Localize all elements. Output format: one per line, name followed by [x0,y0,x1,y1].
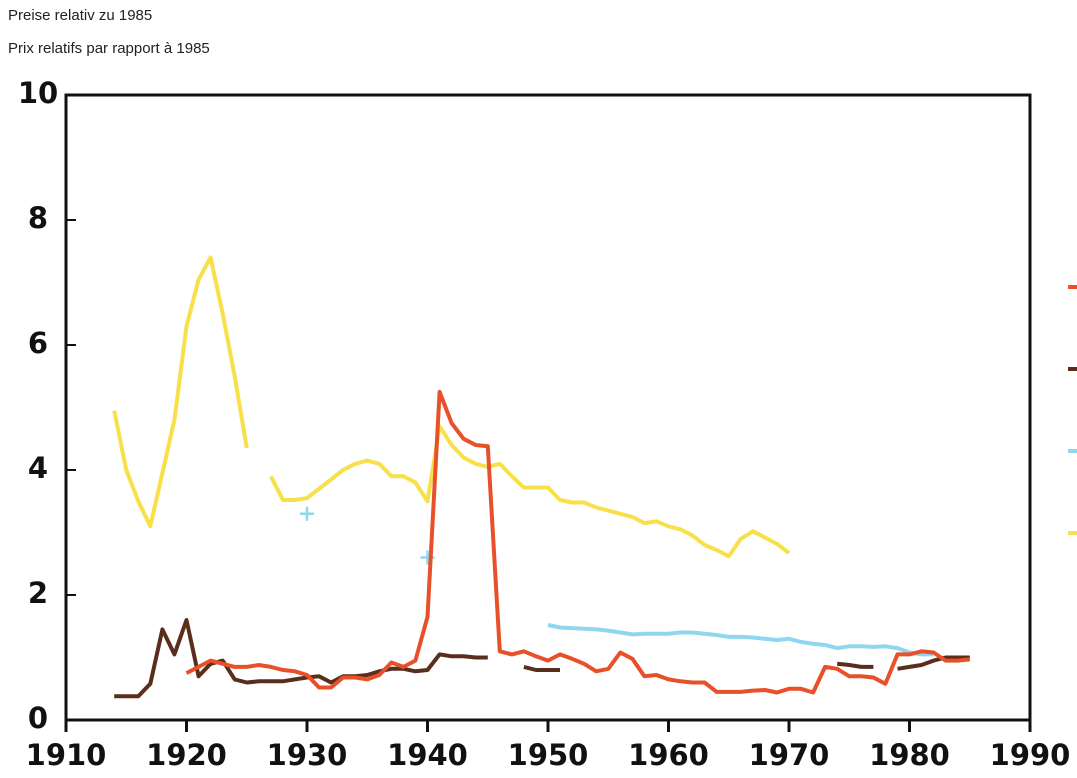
series-line [112,255,791,559]
x-tick-label: 1990 [990,738,1071,772]
y-tick-label: 2 [28,576,48,610]
point-marker [300,506,314,521]
x-tick-label: 1920 [146,738,227,772]
x-tick-label: 1980 [869,738,950,772]
y-tick-label: 6 [28,326,48,360]
series-line [114,618,970,699]
x-tick-label: 1930 [267,738,348,772]
y-tick-label: 10 [18,76,58,110]
subtitle: Prix relatifs par rapport à 1985 [8,40,210,57]
y-tick-label: 8 [28,201,48,235]
x-tick-label: 1970 [749,738,830,772]
x-tick-label: 1940 [387,738,468,772]
x-tick-label: 1960 [628,738,709,772]
x-tick-label: 1950 [508,738,589,772]
series-line [547,623,934,657]
series-line [185,389,970,695]
y-tick-label: 4 [28,451,48,485]
plot-frame [64,93,1032,722]
subtitle: Preise relativ zu 1985 [8,7,152,24]
x-tick-label: 1910 [26,738,107,772]
y-tick-label: 0 [28,701,48,735]
